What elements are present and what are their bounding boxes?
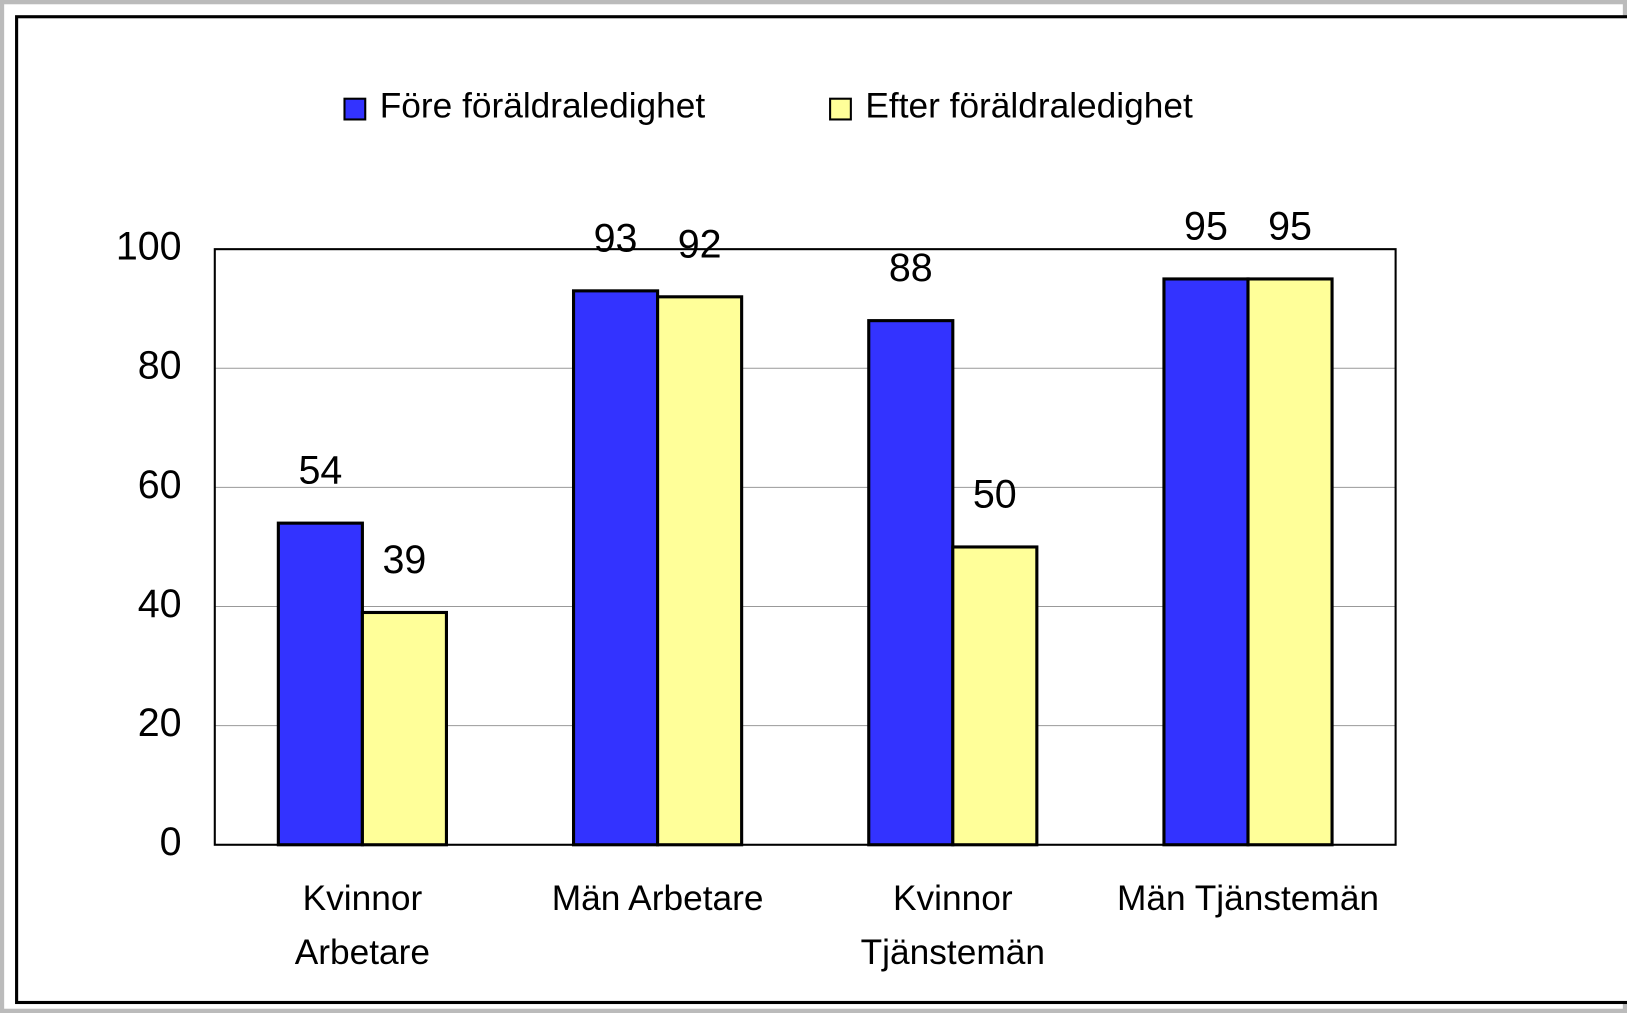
data-label: 54 xyxy=(298,449,342,493)
x-tick-label-box: Kvinnor Arbetare xyxy=(294,879,431,973)
bar xyxy=(276,521,364,847)
legend-swatch xyxy=(829,97,852,121)
y-tick-label: 100 xyxy=(116,225,182,269)
y-tick-label: 80 xyxy=(138,344,182,388)
bar xyxy=(571,289,660,847)
x-tick-label: Män Tjänstemän xyxy=(1116,879,1380,919)
legend-label: Före föräldraledighet xyxy=(380,86,706,125)
y-tick-label: 60 xyxy=(138,463,182,507)
bar xyxy=(360,610,448,847)
bar xyxy=(1162,277,1250,847)
data-label: 88 xyxy=(889,246,933,290)
x-tick-label-box: Män Tjänstemän xyxy=(1116,879,1380,919)
x-tick-label: Män Arbetare xyxy=(551,879,764,919)
y-tick-label: 20 xyxy=(138,701,182,745)
x-tick-label-box: Kvinnor Tjänstemän xyxy=(860,879,1045,973)
legend-swatch xyxy=(343,97,367,121)
data-label: 95 xyxy=(1268,205,1312,249)
bar xyxy=(867,319,955,847)
x-tick-label: Kvinnor Arbetare xyxy=(294,879,431,973)
data-label: 39 xyxy=(382,538,426,582)
legend-label: Efter föräldraledighet xyxy=(865,86,1193,125)
data-label: 95 xyxy=(1184,205,1228,249)
bar xyxy=(1246,277,1334,847)
x-tick-label: Kvinnor Tjänstemän xyxy=(860,879,1045,973)
y-tick-label: 0 xyxy=(160,820,182,864)
x-tick-label-box: Män Arbetare xyxy=(551,879,764,919)
bar xyxy=(656,295,744,847)
data-label: 93 xyxy=(594,216,638,260)
bar xyxy=(951,545,1039,847)
plot-border xyxy=(213,248,1397,846)
data-label: 50 xyxy=(973,473,1017,517)
y-tick-label: 40 xyxy=(138,582,182,626)
data-label: 92 xyxy=(678,222,722,266)
